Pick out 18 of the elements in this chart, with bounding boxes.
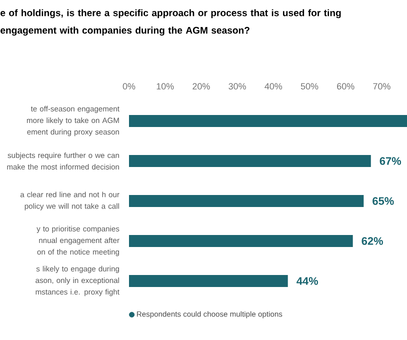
x-tick-label: 70% [373,83,390,90]
x-tick-label: 10% [156,83,174,90]
text: 67% [380,157,402,165]
bar [129,155,371,168]
bar [129,195,364,208]
bar [129,275,288,288]
text: 44% [296,277,318,285]
bar [129,115,407,128]
text: 62% [362,237,383,245]
x-tick-label: 30% [228,83,246,90]
chart-title: e of holdings, is there a specific approach or process that is used for ting engagement with companies during the AGM season? [0,9,341,36]
text: 65% [372,197,394,205]
x-tick-label: 60% [337,83,354,90]
bar [129,235,353,248]
x-tick-label: 40% [264,83,282,90]
x-tick-label: 50% [300,83,318,90]
x-tick-label: 20% [192,83,210,90]
x-tick-label: 0% [122,83,136,90]
